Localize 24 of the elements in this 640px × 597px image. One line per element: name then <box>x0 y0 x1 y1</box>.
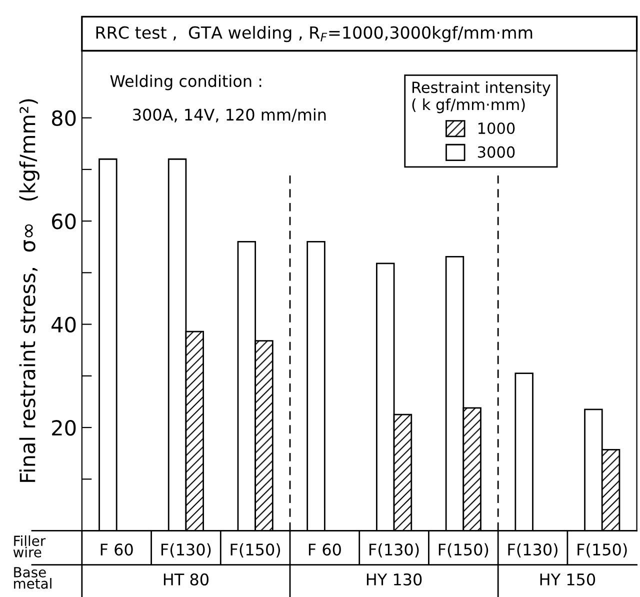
y-axis-title: Final restraint stress, σ∞ (kgf/mm²) <box>19 99 40 482</box>
legend-label: 1000 <box>478 122 515 134</box>
x-tick-label: F(130) <box>508 543 558 558</box>
text: Filler wire <box>13 535 46 558</box>
x-tick-label: F(130) <box>370 543 419 558</box>
y-tick-label: 40 <box>52 316 76 332</box>
x-tick-label: F(150) <box>578 543 627 558</box>
x-tick-label: F(130) <box>161 543 211 558</box>
x-tick-label: F(150) <box>438 543 488 558</box>
text: HT 80 <box>164 573 208 586</box>
y-tick-label: 20 <box>52 420 76 436</box>
annotation: 300A, 14V, 120 mm/min <box>133 108 326 122</box>
text: HY 130 <box>366 573 422 586</box>
y-tick-label: 60 <box>52 214 76 230</box>
y-tick-label: 80 <box>52 110 76 126</box>
legend-label: 3000 <box>478 146 515 158</box>
x-tick-label: F 60 <box>100 544 133 556</box>
x-tick-label: F 60 <box>308 544 341 556</box>
chart-title: RRC test , GTA welding , R$_{F}$=1000,3000kgf/mm·mm <box>96 26 532 42</box>
text: Base metal <box>14 567 52 589</box>
legend-title: Restraint intensity ( k gf/mm·mm) <box>412 81 550 114</box>
x-tick-label: F(150) <box>230 543 280 558</box>
annotation: Welding condition : <box>110 74 262 90</box>
text: HY 150 <box>540 573 596 586</box>
